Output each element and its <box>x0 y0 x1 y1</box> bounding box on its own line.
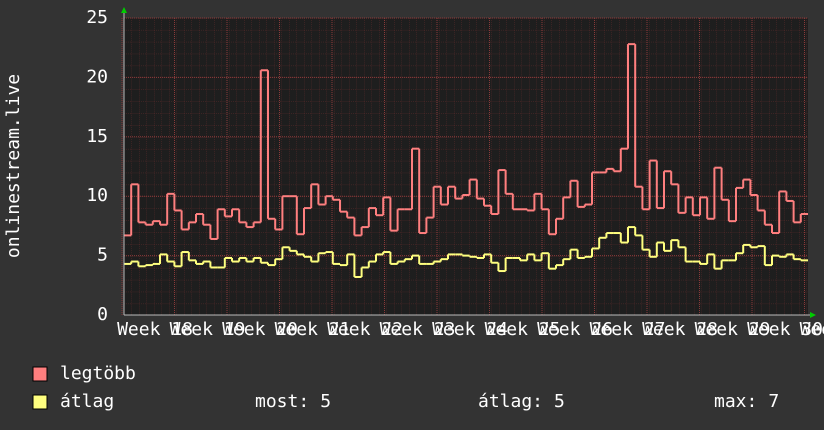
axis-arrow <box>121 7 127 13</box>
x-tick-label: Week 29 <box>695 319 771 340</box>
stat-label: most: <box>255 391 309 412</box>
x-tick-label: Week 28 <box>642 319 718 340</box>
y-tick-label: 25 <box>86 7 108 28</box>
x-tick-label: Week 25 <box>485 319 561 340</box>
legend-swatch <box>32 394 48 410</box>
y-tick-label: 5 <box>97 245 108 266</box>
stat-value: 7 <box>768 391 779 412</box>
legend-swatch <box>32 366 48 382</box>
x-tick-label: Week 18 <box>117 319 193 340</box>
minor-grid <box>124 18 808 315</box>
axis-arrow <box>810 312 816 318</box>
stat-label: max: <box>714 391 757 412</box>
x-tick-label: Week 21 <box>275 319 351 340</box>
y-axis-label: onlinestream.live <box>3 74 24 258</box>
x-tick-label: Week 30 <box>747 319 823 340</box>
x-tick-label: Week 22 <box>327 319 403 340</box>
plot <box>121 17 808 316</box>
stat-value: 5 <box>554 391 565 412</box>
x-tick-label: Week 31 <box>800 319 824 340</box>
x-tick-label: Week 26 <box>537 319 613 340</box>
y-tick-label: 20 <box>86 66 108 87</box>
legend-label: legtöbb <box>60 363 136 384</box>
x-tick-label: Week 23 <box>380 319 456 340</box>
x-tick-label: Week 19 <box>170 319 246 340</box>
stat-value: 5 <box>320 391 331 412</box>
y-tick-label: 10 <box>86 185 108 206</box>
stat-label: átlag: <box>478 391 543 412</box>
x-tick-label: Week 20 <box>222 319 298 340</box>
y-tick-label: 0 <box>97 304 108 325</box>
x-tick-label: Week 27 <box>590 319 666 340</box>
y-tick-label: 15 <box>86 126 108 147</box>
legend-label: átlag <box>60 391 114 412</box>
x-tick-label: Week 24 <box>432 319 508 340</box>
